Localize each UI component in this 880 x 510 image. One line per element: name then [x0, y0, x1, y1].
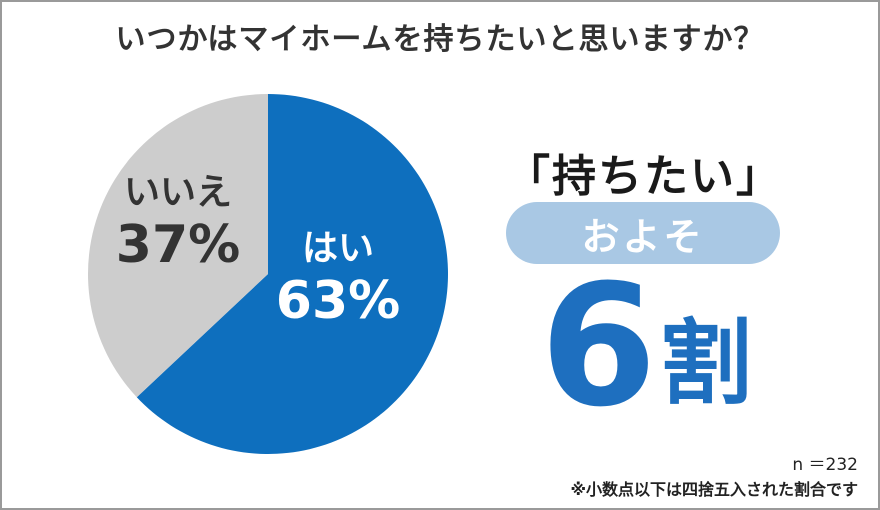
slice-category-label: はい [302, 228, 374, 269]
pie-slice-yes [136, 94, 448, 455]
big-unit: 割 [660, 310, 753, 417]
approx-pill: およそ [506, 202, 780, 264]
footnote: ※小数点以下は四捨五入された割合です [570, 480, 858, 499]
chart-title: いつかはマイホームを持ちたいと思いますか？ [115, 22, 765, 57]
approx-pill-label: およそ [581, 214, 705, 259]
slice-value-label: 63% [276, 271, 400, 331]
pie-slice-no [88, 94, 269, 398]
slice-value-label: 37% [116, 215, 240, 275]
headline-text: 「持ちたい」 [506, 151, 782, 202]
sample-size: n ＝232 [792, 455, 858, 475]
slice-category-label: いいえ [124, 172, 232, 213]
big-value: 6 [540, 248, 657, 444]
